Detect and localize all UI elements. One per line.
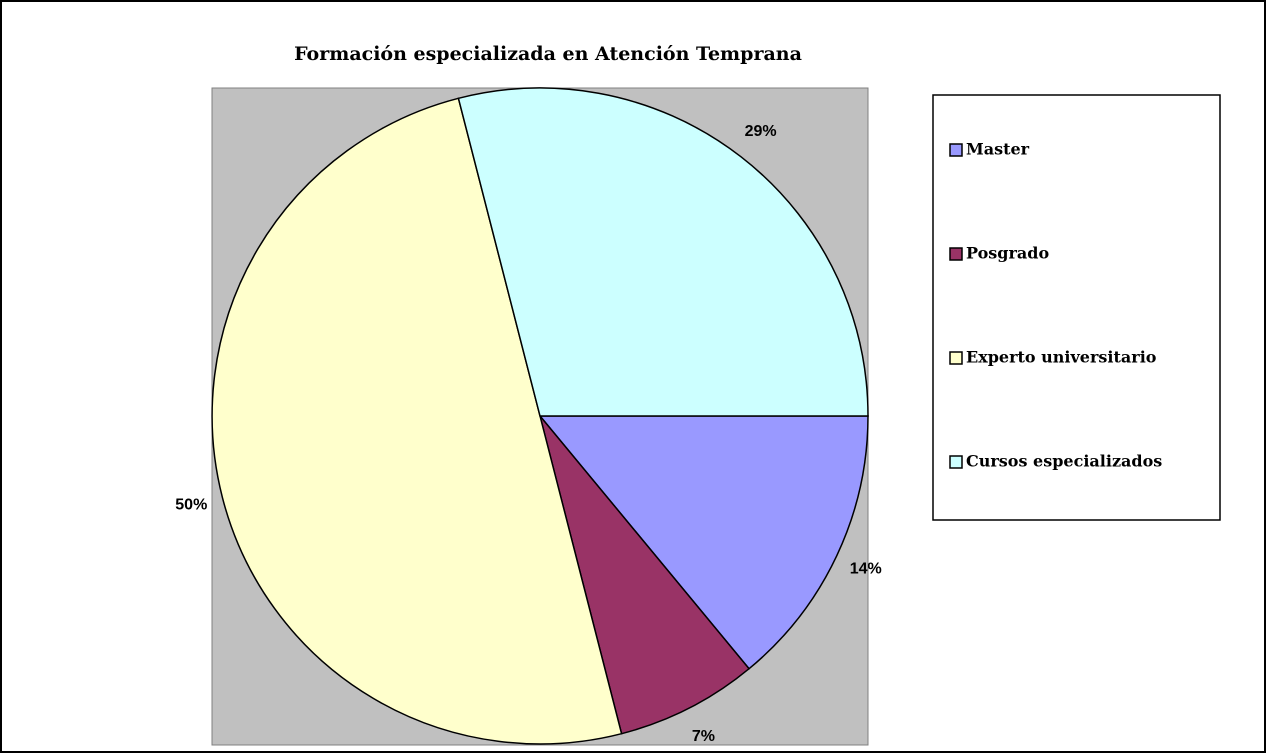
- legend: [932, 94, 1221, 521]
- chart-title: Formación especializada en Atención Temp…: [294, 43, 802, 65]
- pie-slice: [539, 415, 751, 735]
- pie-slice: [211, 97, 623, 745]
- legend-label: Posgrado: [966, 244, 1049, 263]
- data-label: 50%: [175, 497, 207, 514]
- data-label: 29%: [745, 123, 777, 140]
- pie-slice: [538, 415, 869, 670]
- legend-swatch: [949, 247, 963, 261]
- legend-label: Cursos especializados: [966, 452, 1162, 471]
- data-label: 14%: [850, 560, 882, 577]
- legend-swatch: [949, 455, 963, 469]
- legend-swatch: [949, 351, 963, 365]
- legend-swatch: [949, 143, 963, 157]
- data-label: 7%: [692, 728, 715, 745]
- pie-slice: [457, 87, 869, 417]
- legend-label: Experto universitario: [966, 348, 1157, 367]
- legend-label: Master: [966, 140, 1030, 159]
